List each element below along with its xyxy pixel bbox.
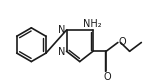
Text: N: N	[58, 25, 66, 35]
Text: N: N	[58, 47, 66, 57]
Text: O: O	[103, 72, 111, 82]
Text: O: O	[118, 37, 126, 47]
Text: NH₂: NH₂	[83, 19, 101, 29]
